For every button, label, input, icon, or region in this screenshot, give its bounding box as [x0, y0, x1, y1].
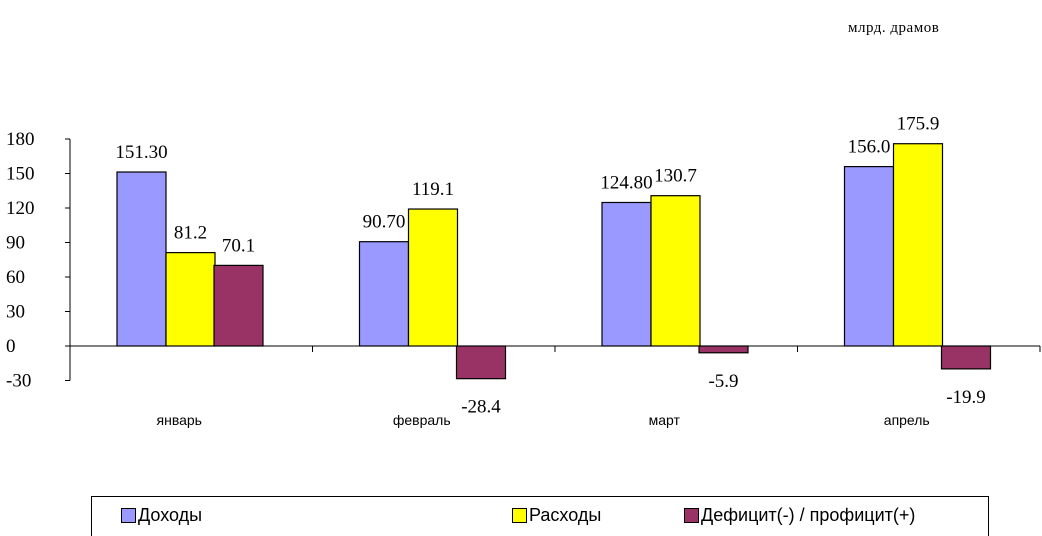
x-tick-label: февраль: [393, 412, 451, 428]
legend-swatch-expense: [512, 508, 527, 523]
bar-income: [843, 166, 895, 347]
legend-item-expense: Расходы: [512, 505, 601, 526]
y-tick-label: 30: [6, 302, 25, 323]
data-label-balance: -28.4: [461, 397, 501, 418]
legend-swatch-income: [121, 508, 136, 523]
legend-swatch-balance: [684, 508, 699, 523]
bar-income: [116, 171, 167, 347]
data-label-income: 90.70: [363, 212, 406, 233]
bar-balance: [455, 345, 507, 380]
bar-income: [601, 201, 652, 347]
bar-expense: [892, 143, 944, 347]
data-label-income: 156.0: [848, 137, 891, 158]
y-tick-label: 150: [6, 164, 35, 185]
bar-income: [358, 241, 410, 347]
legend-item-income: Доходы: [121, 505, 202, 526]
legend-label-balance: Дефицит(-) / профицит(+): [701, 505, 916, 525]
legend: Доходы Расходы Дефицит(-) / профицит(+): [91, 496, 989, 536]
data-label-balance: -5.9: [708, 371, 738, 392]
y-tick-label: 120: [6, 198, 35, 219]
y-tick-label: 60: [6, 267, 25, 288]
x-tick-label: март: [649, 412, 681, 428]
legend-label-expense: Расходы: [529, 505, 602, 525]
bar-balance: [213, 264, 264, 347]
data-label-expense: 119.1: [412, 179, 454, 200]
legend-label-income: Доходы: [138, 505, 203, 525]
y-tick-label: -30: [6, 371, 31, 392]
y-tick-label: 180: [6, 129, 35, 150]
bar-chart: 180 150 120 90 60 30 0 -30 151.30 81.2 70.1 январь 9…: [6, 114, 1041, 428]
bar-expense: [650, 195, 701, 347]
data-label-expense: 81.2: [174, 223, 207, 244]
y-tick-label: 0: [6, 336, 16, 357]
legend-item-balance: Дефицит(-) / профицит(+): [684, 505, 915, 526]
x-tick-label: январь: [157, 412, 202, 428]
bar-expense: [165, 252, 216, 347]
data-label-balance: -19.9: [946, 387, 986, 408]
bar-balance: [698, 345, 749, 354]
bar-balance: [940, 345, 992, 370]
bar-expense: [407, 208, 459, 347]
unit-label: млрд. драмов: [848, 20, 940, 36]
y-tick-label: 90: [6, 233, 25, 254]
data-label-income: 151.30: [115, 142, 167, 163]
x-tick-label: апрель: [884, 412, 930, 428]
data-label-balance: 70.1: [222, 235, 255, 256]
data-label-expense: 130.7: [654, 166, 697, 187]
data-label-income: 124.80: [600, 172, 652, 193]
data-label-expense: 175.9: [897, 114, 940, 135]
